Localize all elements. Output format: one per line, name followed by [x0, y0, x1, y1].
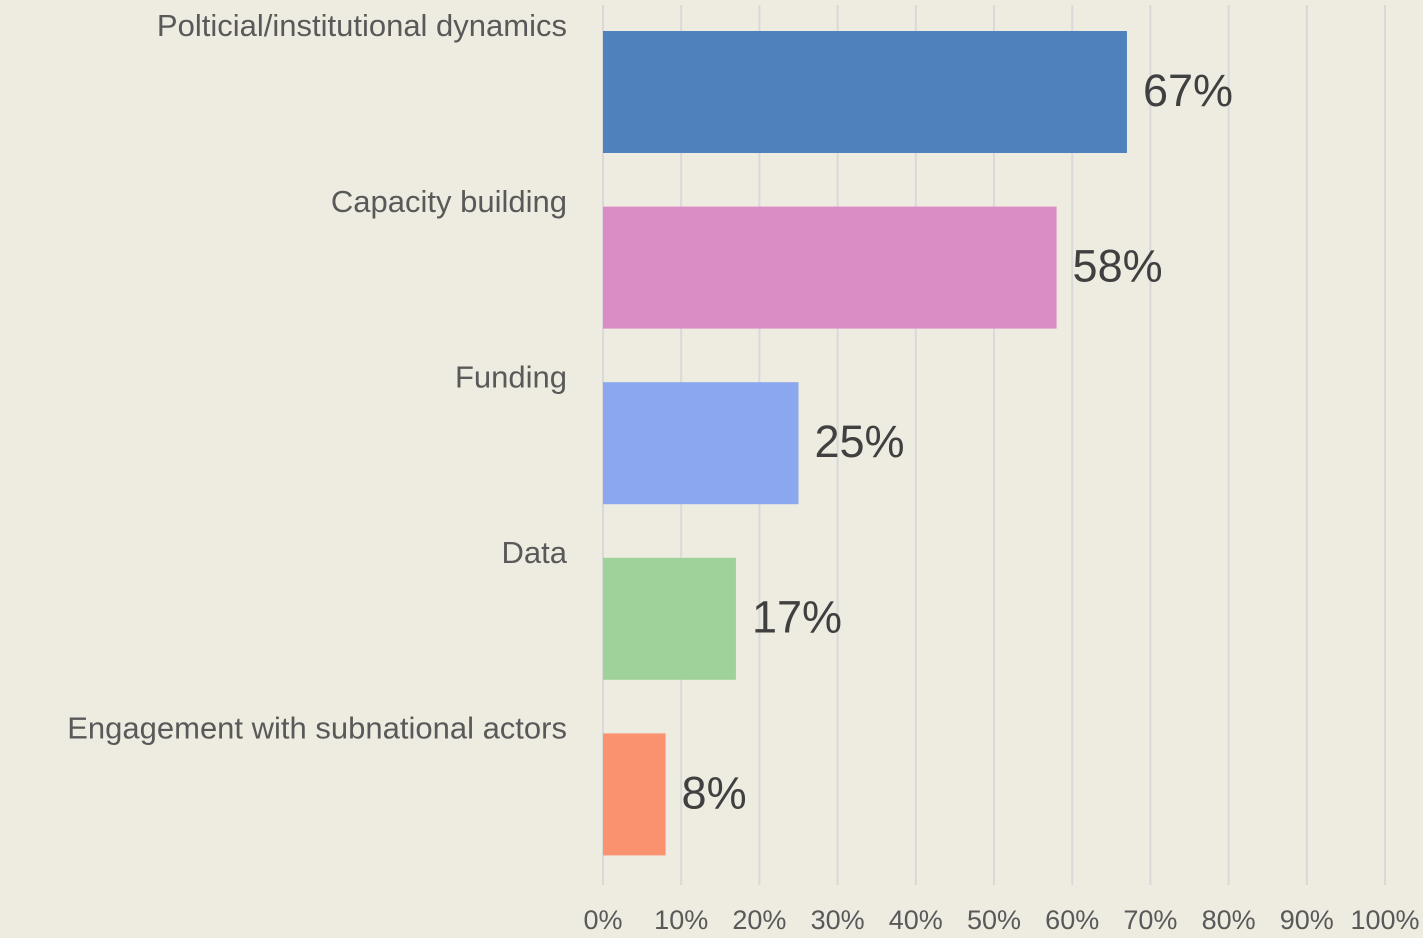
category-label: Data	[502, 535, 568, 570]
x-tick-label: 30%	[811, 905, 865, 935]
category-label: Funding	[455, 359, 567, 394]
bar	[603, 733, 666, 856]
category-label: Polticial/institutional dynamics	[157, 8, 567, 43]
bar	[603, 557, 736, 680]
x-tick-label: 10%	[654, 905, 708, 935]
x-tick-label: 50%	[967, 905, 1021, 935]
x-tick-label: 0%	[583, 905, 622, 935]
x-tick-label: 20%	[732, 905, 786, 935]
data-label: 67%	[1143, 65, 1233, 116]
data-label: 58%	[1073, 240, 1163, 291]
bar	[603, 382, 799, 505]
x-tick-label: 80%	[1202, 905, 1256, 935]
bar	[603, 206, 1057, 329]
x-tick-label: 100%	[1350, 905, 1419, 935]
x-tick-label: 60%	[1045, 905, 1099, 935]
x-tick-label: 90%	[1280, 905, 1334, 935]
category-label: Engagement with subnational actors	[67, 711, 567, 746]
data-label: 8%	[682, 767, 747, 818]
x-tick-label: 70%	[1123, 905, 1177, 935]
data-label: 17%	[752, 592, 842, 643]
bar	[603, 31, 1127, 153]
category-label: Capacity building	[331, 184, 567, 219]
x-tick-label: 40%	[889, 905, 943, 935]
data-label: 25%	[815, 416, 905, 467]
